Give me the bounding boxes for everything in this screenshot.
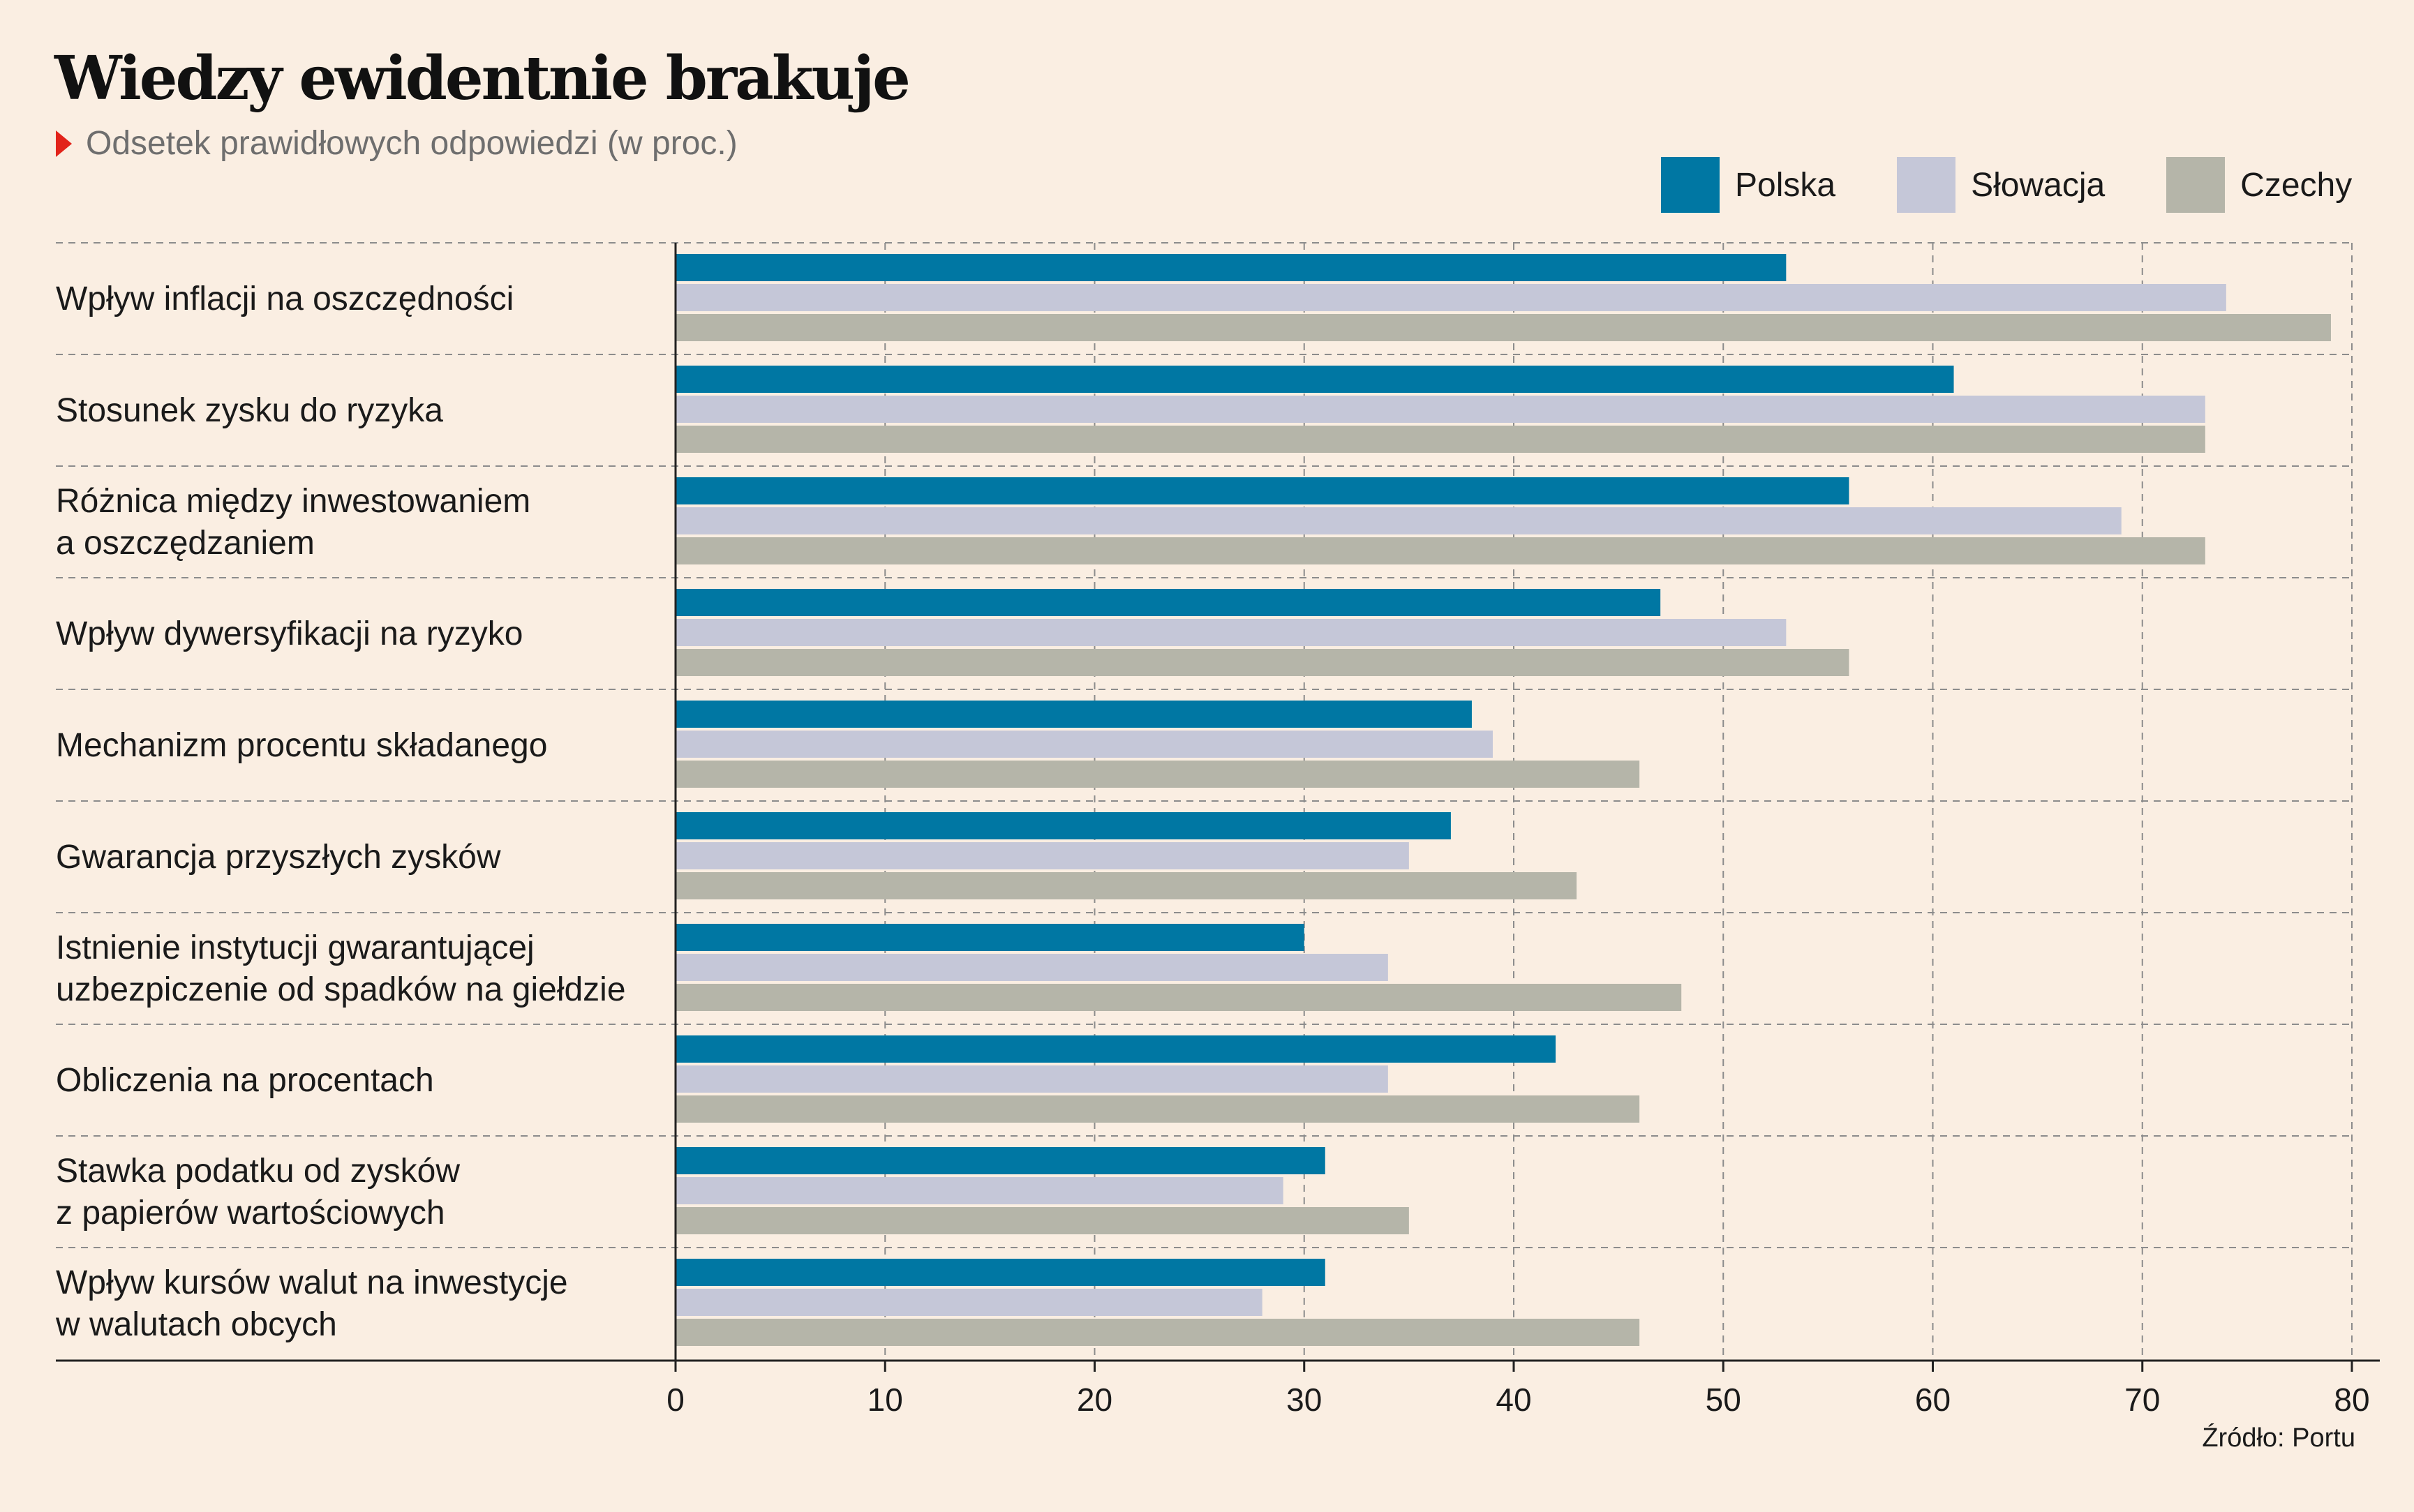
category-label: Obliczenia na procentach bbox=[56, 1062, 434, 1099]
category-label-line: w walutach obcych bbox=[55, 1306, 337, 1343]
category-label-line: Istnienie instytucji gwarantującej bbox=[56, 929, 535, 966]
source-note: Źródło: Portu bbox=[2202, 1423, 2355, 1453]
tick-label-0: 0 bbox=[666, 1382, 685, 1418]
legend-item-slowacja: Słowacja bbox=[1897, 157, 2105, 213]
bar-polska-5 bbox=[676, 701, 1472, 728]
tick-label-30: 30 bbox=[1286, 1382, 1322, 1418]
bar-czechy-5 bbox=[676, 761, 1640, 788]
category-label: Mechanizm procentu składanego bbox=[56, 727, 547, 764]
category-label: Wpływ inflacji na oszczędności bbox=[56, 280, 514, 317]
category-label-line: Mechanizm procentu składanego bbox=[56, 727, 547, 764]
bar-czechy-9 bbox=[676, 1207, 1409, 1234]
category-label-line: Wpływ inflacji na oszczędności bbox=[56, 280, 514, 317]
subtitle-text: Odsetek prawidłowych odpowiedzi (w proc.… bbox=[86, 125, 738, 162]
tick-label-40: 40 bbox=[1496, 1382, 1531, 1418]
bar-słowacja-7 bbox=[676, 954, 1388, 981]
chart-title: Wiedzy ewidentnie brakuje bbox=[54, 43, 911, 114]
bar-czechy-7 bbox=[676, 984, 1682, 1011]
bar-czechy-10 bbox=[676, 1319, 1640, 1346]
tick-label-60: 60 bbox=[1915, 1382, 1951, 1418]
category-label-line: Wpływ kursów walut na inwestycje bbox=[56, 1264, 568, 1301]
bar-słowacja-10 bbox=[676, 1289, 1262, 1316]
bar-czechy-2 bbox=[676, 426, 2205, 453]
bar-czechy-4 bbox=[676, 649, 1849, 676]
legend: Polska Słowacja Czechy bbox=[1661, 157, 2352, 213]
bar-polska-10 bbox=[676, 1259, 1325, 1286]
legend-swatch-polska bbox=[1661, 157, 1720, 213]
bar-czechy-6 bbox=[676, 872, 1577, 899]
chart-subtitle: Odsetek prawidłowych odpowiedzi (w proc.… bbox=[56, 124, 738, 163]
bar-słowacja-9 bbox=[676, 1177, 1283, 1204]
bar-polska-3 bbox=[676, 477, 1849, 504]
category-label-line: Gwarancja przyszłych zysków bbox=[56, 839, 501, 876]
bar-polska-6 bbox=[676, 812, 1451, 839]
bar-czechy-8 bbox=[676, 1095, 1640, 1123]
bar-polska-8 bbox=[676, 1035, 1556, 1063]
bar-czechy-3 bbox=[676, 537, 2205, 564]
bar-słowacja-5 bbox=[676, 731, 1493, 758]
category-label-line: Obliczenia na procentach bbox=[56, 1062, 434, 1099]
bar-słowacja-2 bbox=[676, 396, 2205, 423]
category-label: Gwarancja przyszłych zysków bbox=[56, 839, 501, 876]
legend-label-slowacja: Słowacja bbox=[1971, 166, 2106, 204]
category-label: Stosunek zysku do ryzyka bbox=[56, 392, 443, 429]
category-label-line: Wpływ dywersyfikacji na ryzyko bbox=[56, 615, 523, 652]
tick-label-80: 80 bbox=[2334, 1382, 2369, 1418]
category-label-line: z papierów wartościowych bbox=[56, 1195, 445, 1232]
bar-polska-7 bbox=[676, 924, 1304, 951]
category-label: Wpływ dywersyfikacji na ryzyko bbox=[56, 615, 523, 652]
bar-słowacja-6 bbox=[676, 842, 1409, 869]
bar-polska-1 bbox=[676, 254, 1787, 281]
category-label: Stawka podatku od zysków z papierów warto… bbox=[56, 1153, 460, 1232]
category-label: Istnienie instytucji gwarantującej uzbezp… bbox=[56, 929, 626, 1008]
tick-label-70: 70 bbox=[2124, 1382, 2160, 1418]
category-label-line: Stawka podatku od zysków bbox=[56, 1153, 460, 1190]
bar-słowacja-4 bbox=[676, 619, 1787, 646]
bar-polska-9 bbox=[676, 1147, 1325, 1174]
bar-polska-2 bbox=[676, 366, 1954, 393]
legend-label-czechy: Czechy bbox=[2240, 166, 2353, 204]
red-triangle-icon bbox=[56, 130, 72, 157]
category-label-line: uzbezpiczenie od spadków na giełdzie bbox=[56, 971, 626, 1008]
bar-polska-4 bbox=[676, 589, 1661, 616]
bar-czechy-1 bbox=[676, 314, 2331, 341]
category-label: Wpływ kursów walut na inwestycje w waluta… bbox=[55, 1264, 568, 1343]
bar-słowacja-3 bbox=[676, 507, 2122, 534]
category-label: Różnica między inwestowaniem a oszczędzan… bbox=[56, 483, 530, 562]
legend-label-polska: Polska bbox=[1735, 166, 1836, 204]
tick-label-50: 50 bbox=[1706, 1382, 1741, 1418]
legend-item-polska: Polska bbox=[1661, 157, 1835, 213]
tick-label-10: 10 bbox=[867, 1382, 903, 1418]
category-label-line: Stosunek zysku do ryzyka bbox=[56, 392, 443, 429]
legend-swatch-czechy bbox=[2166, 157, 2226, 213]
legend-swatch-slowacja bbox=[1897, 157, 1956, 213]
bar-słowacja-1 bbox=[676, 284, 2226, 311]
tick-label-20: 20 bbox=[1077, 1382, 1112, 1418]
bar-słowacja-8 bbox=[676, 1065, 1388, 1093]
category-label-line: Różnica między inwestowaniem bbox=[56, 483, 530, 520]
legend-item-czechy: Czechy bbox=[2166, 157, 2352, 213]
category-label-line: a oszczędzaniem bbox=[56, 525, 315, 562]
